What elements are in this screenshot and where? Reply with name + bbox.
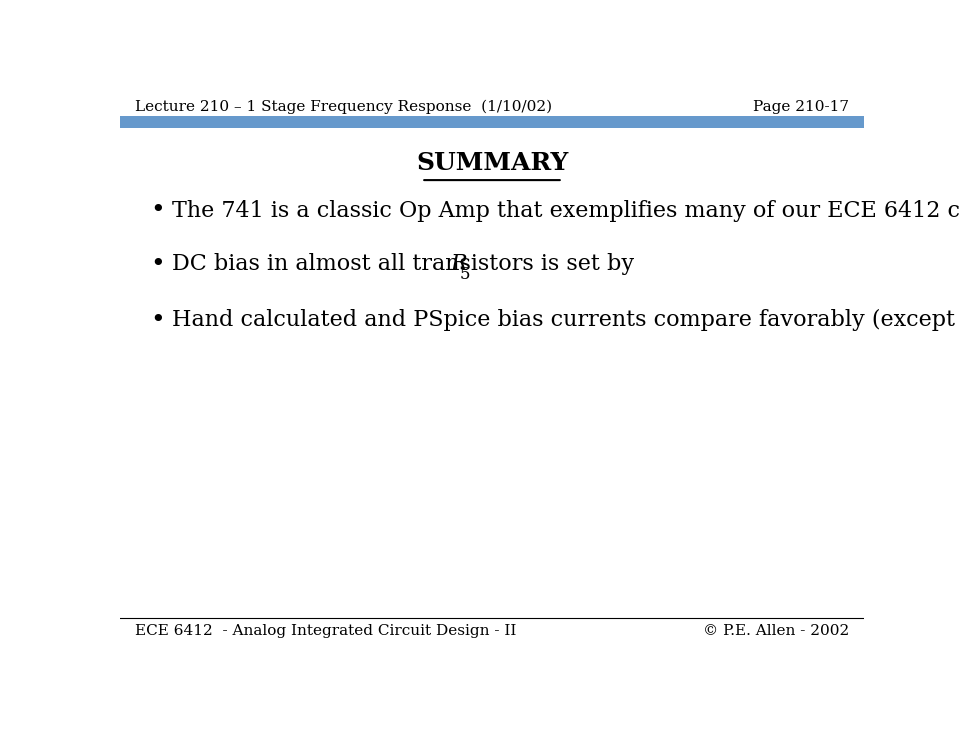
Text: 5: 5 [460,266,470,283]
Text: •: • [150,200,164,222]
Text: R: R [450,253,468,276]
Text: Lecture 210 – 1 Stage Frequency Response  (1/10/02): Lecture 210 – 1 Stage Frequency Response… [134,100,552,114]
Text: © P.E. Allen - 2002: © P.E. Allen - 2002 [703,624,849,638]
Text: •: • [150,253,164,276]
Text: The 741 is a classic Op Amp that exemplifies many of our ECE 6412 circuit concep: The 741 is a classic Op Amp that exempli… [172,200,960,222]
Text: Hand calculated and PSpice bias currents compare favorably (except for Q13B): Hand calculated and PSpice bias currents… [172,309,960,332]
Text: •: • [150,309,164,332]
Text: DC bias in almost all transistors is set by: DC bias in almost all transistors is set… [172,253,641,276]
Text: SUMMARY: SUMMARY [416,151,568,175]
Text: Page 210-17: Page 210-17 [753,100,849,114]
FancyBboxPatch shape [120,116,864,128]
Text: ECE 6412  - Analog Integrated Circuit Design - II: ECE 6412 - Analog Integrated Circuit Des… [134,624,516,638]
